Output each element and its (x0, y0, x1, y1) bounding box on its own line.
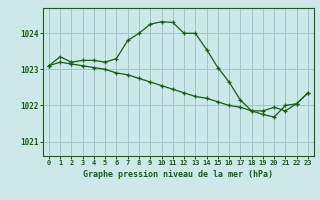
X-axis label: Graphe pression niveau de la mer (hPa): Graphe pression niveau de la mer (hPa) (84, 170, 273, 179)
